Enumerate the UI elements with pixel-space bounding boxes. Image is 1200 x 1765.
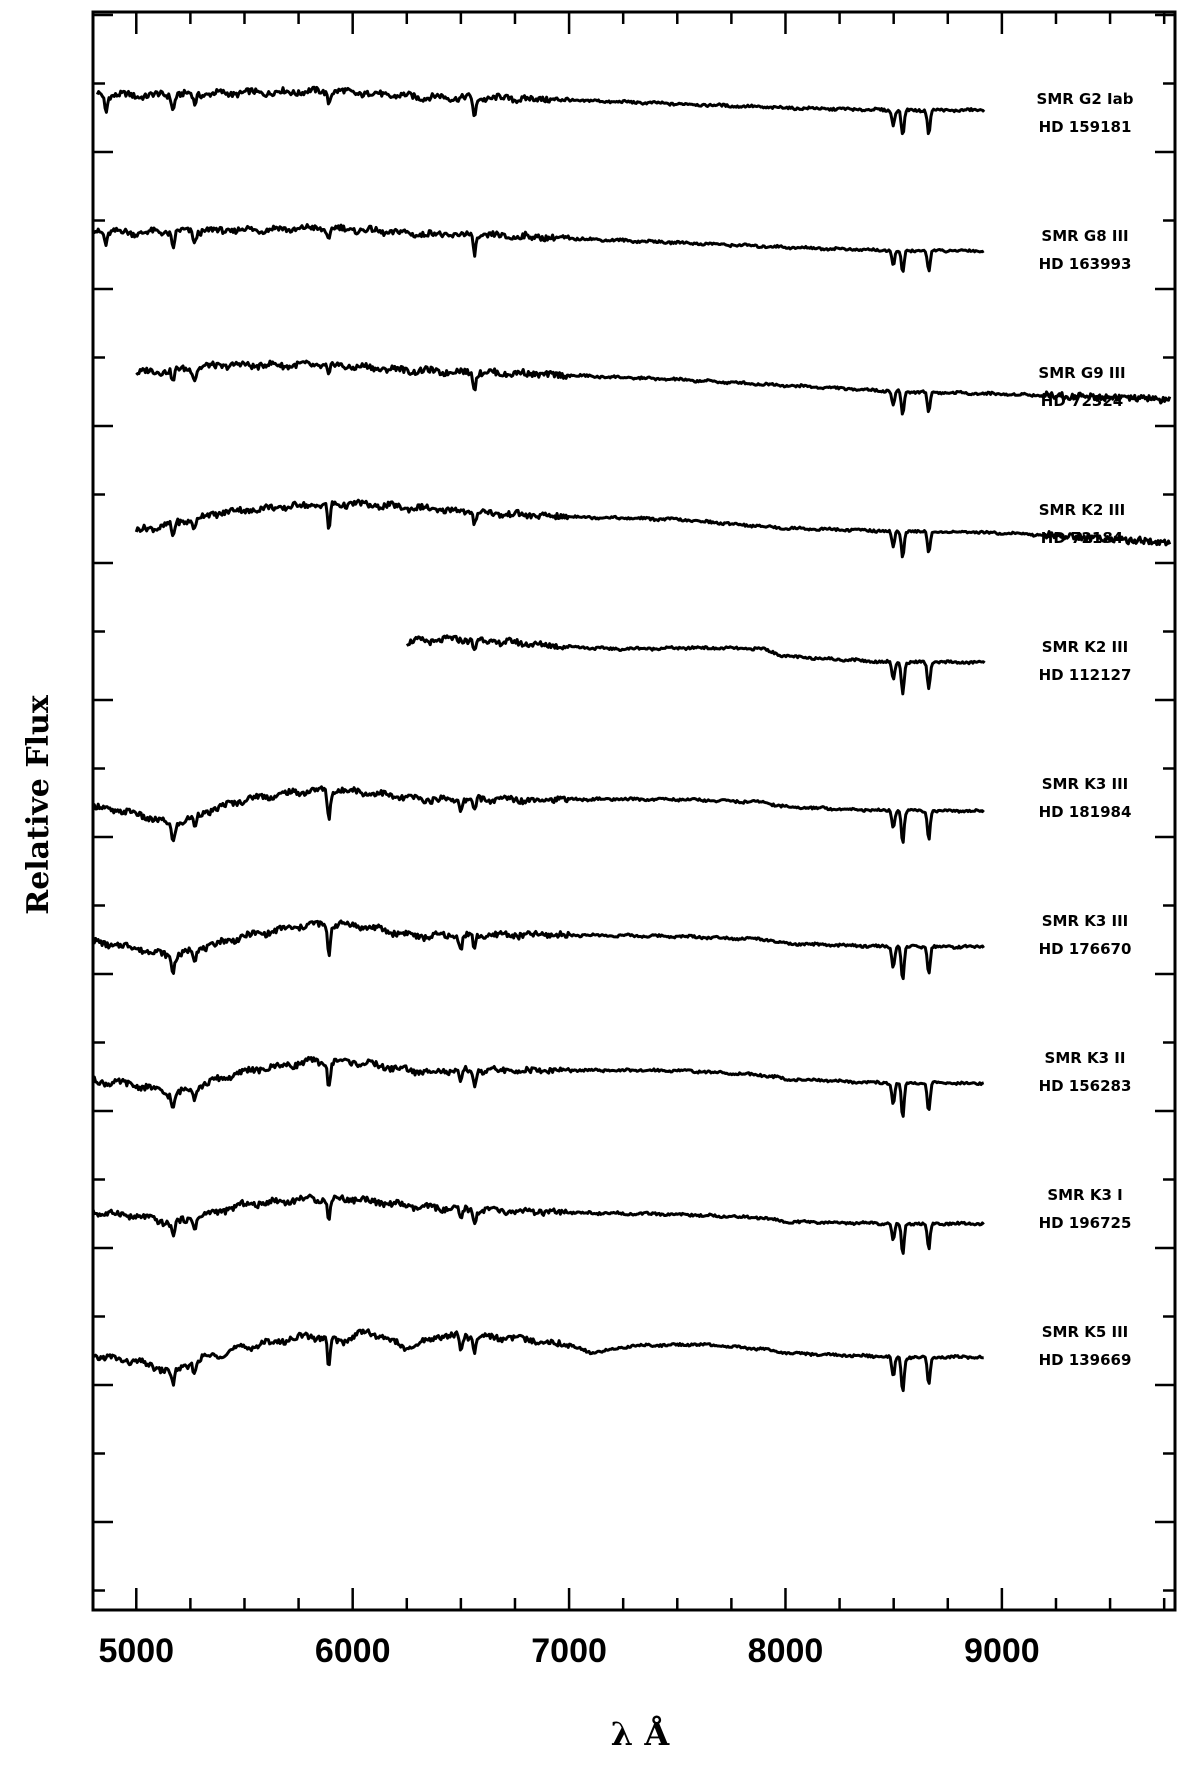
x-tick-label: 7000: [531, 1632, 607, 1670]
spectrum-type-label: SMR K3 II: [1045, 1049, 1126, 1067]
plot-border: [91, 10, 1177, 1612]
spectrum-star-label: HD 72324: [1041, 392, 1123, 410]
x-axis-title: λ Å: [611, 1715, 671, 1753]
y-axis-ticks: [93, 13, 1175, 1592]
x-axis-tick-labels: 5000 6000 7000 8000 9000: [98, 1632, 1039, 1670]
spectrum-star-label: HD 176670: [1039, 940, 1132, 958]
spectrum-line: [92, 223, 985, 273]
x-tick-label: 9000: [964, 1632, 1040, 1670]
spectrum-labels: SMR G2 Iab HD 159181 SMR G8 III HD 163993 SM…: [1037, 90, 1134, 1369]
spectrum-star-label: HD 139669: [1039, 1351, 1132, 1369]
spectrum-line: [91, 1055, 985, 1118]
spectrum-line: [92, 919, 985, 981]
spectrum-type-label: SMR G9 III: [1038, 364, 1125, 382]
spectrum-line: [92, 785, 985, 844]
spectrum-star-label: HD 163993: [1039, 255, 1132, 273]
spectrum-star-label: HD 181984: [1039, 803, 1132, 821]
spectrum-type-label: SMR K2 III: [1039, 501, 1126, 519]
spectrum-line: [95, 85, 986, 136]
x-tick-label: 5000: [98, 1632, 174, 1670]
spectrum-star-label: HD 196725: [1039, 1214, 1132, 1232]
x-tick-label: 8000: [748, 1632, 824, 1670]
spectrum-type-label: SMR K3 III: [1042, 775, 1129, 793]
spectrum-type-label: SMR G8 III: [1041, 227, 1128, 245]
plot-frame: [91, 10, 1177, 1612]
spectra-series: [91, 85, 1172, 1393]
spectrum-star-label: HD 112127: [1039, 666, 1132, 684]
spectrum-type-label: SMR K3 III: [1042, 912, 1129, 930]
spectrum-line: [92, 1328, 984, 1393]
spectrum-type-label: SMR K2 III: [1042, 638, 1129, 656]
spectrum-line: [134, 498, 1172, 559]
spectrum-line: [405, 634, 986, 696]
y-axis-title: Relative Flux: [21, 694, 56, 915]
spectrum-type-label: SMR K3 I: [1047, 1186, 1122, 1204]
x-tick-label: 6000: [315, 1632, 391, 1670]
spectrum-line: [135, 359, 1172, 416]
spectrum-star-label: HD 159181: [1039, 118, 1132, 136]
spectrum-type-label: SMR K5 III: [1042, 1323, 1129, 1341]
spectrum-line: [91, 1193, 985, 1255]
spectrum-type-label: SMR G2 Iab: [1037, 90, 1134, 108]
spectrum-star-label: HD 72184: [1041, 529, 1123, 547]
spectrum-star-label: HD 156283: [1039, 1077, 1132, 1095]
x-axis-ticks: [135, 12, 1166, 1610]
